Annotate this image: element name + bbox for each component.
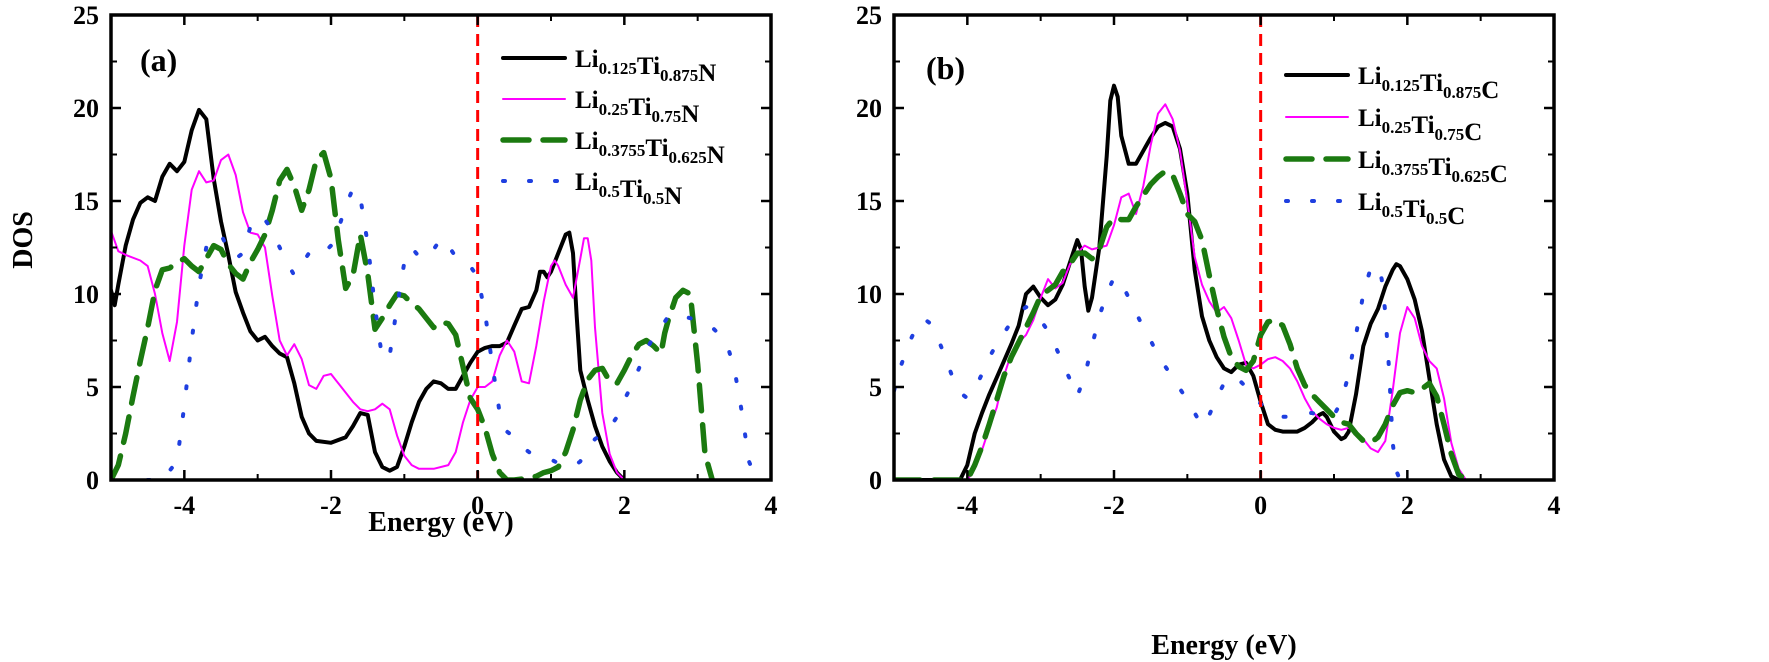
x-tick-label: -2 [320,491,342,520]
series-line-1 [894,83,1461,480]
legend-label: Li0.25Ti0.75C [1358,105,1482,146]
y-tick-label: 5 [869,373,882,402]
plot-area: -4 -2 0 2 4 0 5 10 15 20 25 [856,1,1561,520]
y-tick-label: 5 [86,373,99,402]
series-line-2 [111,153,626,480]
y-tick-label: 0 [86,466,99,495]
x-tick-label: 4 [765,491,778,520]
x-tick-label: -4 [173,491,195,520]
panel-label: (b) [926,50,965,86]
x-tick-label: -2 [1103,491,1125,520]
y-tick-label: 10 [73,280,99,309]
x-tick-label: -4 [956,491,978,520]
legend-label: Li0.5Ti0.5C [1358,189,1465,230]
legend-item: Li0.125Ti0.875N [501,46,716,87]
plot-area: -4 -2 0 2 4 0 5 10 15 20 25 [73,1,778,520]
y-tick-label: 15 [856,187,882,216]
series-line-3 [894,168,1469,480]
panel-label: (a) [140,42,177,78]
x-tick-label: 0 [1254,491,1267,520]
legend-label: Li0.5Ti0.5N [575,169,682,210]
x-tick-label: 2 [1401,491,1414,520]
y-tick-label: 0 [869,466,882,495]
y-tick-label: 20 [73,94,99,123]
legend-item: Li0.5Ti0.5N [501,169,682,210]
legend-label: Li0.25Ti0.75N [575,87,699,128]
legend-label: Li0.3755Ti0.625N [575,128,725,169]
series-line-1 [111,107,627,480]
y-tick-label: 15 [73,187,99,216]
legend-item: Li0.5Ti0.5C [1284,189,1465,230]
y-tick-label: 25 [73,1,99,30]
y-tick-label: 25 [856,1,882,30]
legend-label: Li0.125Ti0.875C [1358,63,1499,104]
x-axis-label: Energy (eV) [368,507,513,538]
panel-b: -4 -2 0 2 4 0 5 10 15 20 25 (b) Energy (eV) Li0.12… [856,1,1561,661]
legend-item: Li0.125Ti0.875C [1284,63,1499,104]
legend-item: Li0.25Ti0.75C [1285,105,1482,146]
x-axis-label: Energy (eV) [1151,630,1296,661]
legend: Li0.125Ti0.875CLi0.25Ti0.75CLi0.3755Ti0.… [1283,63,1508,230]
y-tick-label: 10 [856,280,882,309]
legend-item: Li0.3755Ti0.625C [1283,147,1508,188]
panel-a: DOS -4 -2 0 2 4 0 5 10 15 20 25 (a) Energy (eV) Li… [8,1,778,538]
x-tick-label: 0 [471,491,484,520]
legend: Li0.125Ti0.875NLi0.25Ti0.75NLi0.3755Ti0.… [500,46,725,210]
legend-label: Li0.3755Ti0.625C [1358,147,1508,188]
legend-item: Li0.3755Ti0.625N [500,128,725,169]
legend-label: Li0.125Ti0.875N [575,46,716,87]
series-line-3 [111,149,716,480]
legend-item: Li0.25Ti0.75N [502,87,699,128]
x-tick-label: 4 [1548,491,1561,520]
x-tick-label: 2 [618,491,631,520]
y-axis-label: DOS [8,211,39,269]
y-tick-label: 20 [856,94,882,123]
